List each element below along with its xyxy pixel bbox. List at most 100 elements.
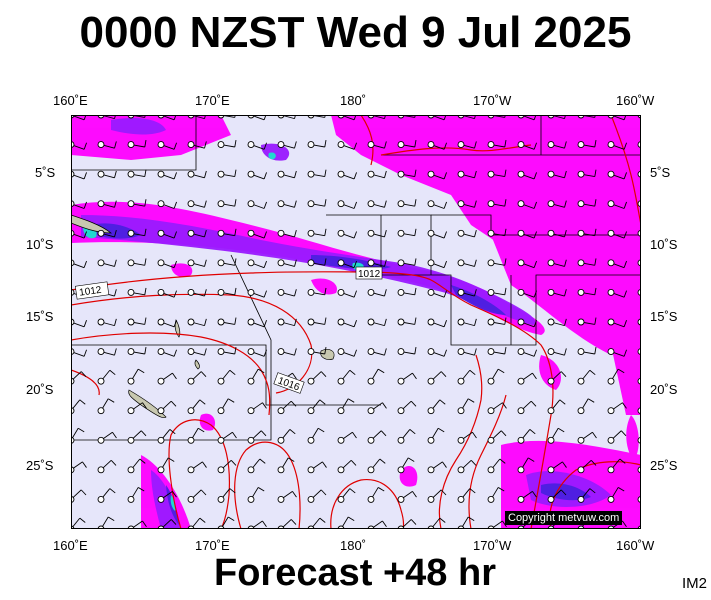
wind-barb-feather [173, 115, 177, 120]
wind-barb-feather [533, 320, 537, 327]
wind-barb-feather [144, 115, 146, 118]
wind-barb-feather [349, 369, 356, 376]
left-lat-label: 25˚S [26, 458, 54, 473]
wind-barb-feather [622, 402, 627, 409]
station-circle [217, 495, 225, 503]
station-circle [457, 288, 465, 296]
wind-barb-feather [263, 172, 267, 180]
wind-barb-feather [142, 520, 147, 527]
station-circle [337, 141, 345, 149]
station-circle [397, 170, 405, 178]
station-circle [607, 407, 615, 415]
station-circle [157, 259, 165, 267]
bottom-lon-label: 170˚W [473, 538, 512, 553]
station-circle [307, 377, 315, 385]
wind-barb-feather [114, 200, 117, 208]
station-circle [547, 141, 555, 149]
top-lon-label: 160˚W [616, 93, 655, 108]
wind-barb-feather [79, 517, 86, 523]
station-circle [217, 348, 225, 356]
station-circle [607, 318, 615, 326]
wind-barb-feather [324, 347, 327, 355]
wind-barb-feather [144, 228, 147, 236]
wind-barb-feather [322, 461, 327, 468]
wind-barb-feather [414, 347, 417, 355]
wind-barb-feather [437, 427, 445, 433]
wind-barb-feather [83, 115, 87, 120]
wind-barb-feather [414, 169, 417, 177]
station-circle [577, 229, 585, 237]
wind-barb-feather [533, 290, 537, 298]
wind-barb-feather [170, 519, 177, 525]
wind-barb-feather [414, 199, 417, 207]
station-circle [547, 259, 555, 267]
wind-barb-feather [324, 169, 327, 177]
wind-barb-feather [199, 517, 206, 523]
station-circle [217, 200, 225, 208]
station-circle [457, 200, 465, 208]
wind-barb-feather [317, 427, 325, 433]
station-circle [457, 407, 465, 415]
wind-barb-feather [527, 457, 535, 462]
station-circle [517, 141, 525, 149]
station-circle [217, 288, 225, 296]
station-circle [97, 170, 105, 178]
wind-barb-feather [292, 491, 297, 498]
left-lat-label: 15˚S [26, 309, 54, 324]
wind-barb-feather [384, 348, 387, 356]
wind-barb-feather [137, 487, 145, 492]
station-circle [517, 288, 525, 296]
wind-barb-feather [234, 287, 237, 295]
wind-barb-feather [529, 429, 536, 435]
wind-barb-feather [443, 260, 447, 268]
station-circle [457, 229, 465, 237]
wind-barb-feather [443, 172, 447, 180]
station-circle [367, 170, 375, 178]
station-circle [247, 495, 255, 503]
wind-barb-feather [443, 142, 447, 150]
station-circle [367, 436, 375, 444]
wind-barb-feather [440, 489, 447, 496]
station-circle [157, 318, 165, 326]
wind-barb-feather [443, 201, 447, 209]
station-circle [217, 377, 225, 385]
station-circle [607, 466, 615, 474]
wind-barb-feather [414, 115, 416, 118]
bottom-lon-label: 160˚E [53, 538, 88, 553]
wind-barb-feather [557, 427, 565, 433]
wind-barb-feather [173, 320, 177, 327]
station-circle [457, 141, 465, 149]
station-circle [277, 259, 285, 267]
wind-barb-feather [263, 115, 267, 120]
wind-barb-feather [474, 259, 477, 267]
station-circle [247, 200, 255, 208]
wind-barb-feather [533, 115, 537, 120]
station-circle [307, 348, 315, 356]
station-circle [277, 407, 285, 415]
wind-barb-feather [172, 491, 177, 498]
wind-barb-feather [349, 488, 356, 494]
station-circle [397, 348, 405, 356]
station-circle [187, 141, 195, 149]
wind-barb-feather [79, 399, 86, 405]
wind-barb-feather [474, 170, 477, 178]
station-circle [247, 259, 255, 267]
wind-barb-feather [140, 430, 147, 437]
wind-barb-feather [324, 140, 327, 148]
station-circle [247, 466, 255, 474]
wind-barb-feather [533, 201, 537, 209]
station-circle [517, 200, 525, 208]
wind-barb-feather [474, 230, 477, 238]
station-circle [97, 200, 105, 208]
station-circle [247, 318, 255, 326]
wind-barb-feather [324, 228, 327, 236]
map-title: 0000 NZST Wed 9 Jul 2025 [79, 8, 632, 57]
station-circle [577, 141, 585, 149]
wind-barb-feather [172, 372, 177, 380]
left-lat-label: 5˚S [35, 165, 56, 180]
wind-barb-feather [114, 318, 117, 326]
wind-barb-feather [564, 348, 567, 356]
station-circle [157, 436, 165, 444]
station-circle [427, 407, 435, 415]
wind-barb-feather [504, 115, 506, 118]
